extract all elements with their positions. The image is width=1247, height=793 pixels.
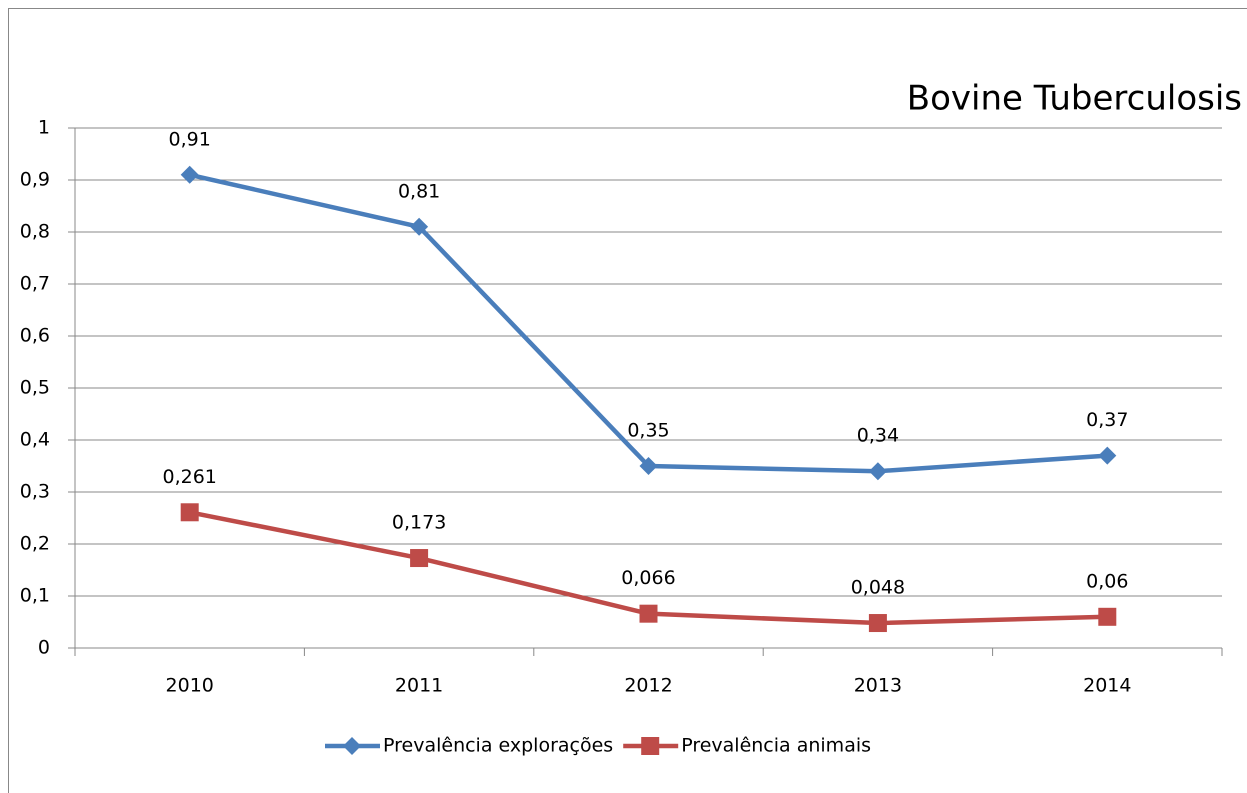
- legend-label: Prevalência animais: [681, 735, 871, 757]
- data-point: [410, 217, 429, 236]
- data-label: 0,048: [851, 577, 905, 599]
- x-tick-label: 2012: [624, 675, 672, 697]
- y-tick-label: 0,2: [20, 533, 50, 555]
- data-point: [410, 549, 429, 568]
- data-point: [868, 614, 887, 633]
- chart-title: Bovine Tuberculosis: [907, 79, 1242, 119]
- x-tick-label: 2013: [854, 675, 902, 697]
- data-label: 0,34: [857, 425, 899, 447]
- data-point: [868, 462, 887, 481]
- legend-marker: [343, 737, 361, 755]
- y-tick-label: 0,5: [20, 377, 50, 399]
- x-tick-label: 2014: [1083, 675, 1131, 697]
- data-label: 0,37: [1086, 409, 1128, 431]
- y-tick-label: 0,6: [20, 325, 50, 347]
- y-tick-label: 0,8: [20, 221, 50, 243]
- data-label: 0,91: [169, 128, 211, 150]
- data-point: [639, 604, 658, 623]
- data-label: 0,06: [1086, 570, 1128, 592]
- y-tick-label: 0,9: [20, 169, 50, 191]
- y-tick-label: 0,4: [20, 429, 50, 451]
- data-point: [180, 165, 199, 184]
- legend-marker: [641, 737, 660, 755]
- y-tick-label: 0,1: [20, 585, 50, 607]
- data-label: 0,35: [627, 420, 669, 442]
- data-point: [180, 503, 199, 522]
- data-label: 0,261: [162, 466, 216, 488]
- legend-label: Prevalência explorações: [383, 735, 613, 757]
- data-label: 0,81: [398, 180, 440, 202]
- data-label: 0,173: [392, 512, 446, 534]
- y-tick-label: 0,7: [20, 273, 50, 295]
- y-tick-label: 0: [38, 637, 50, 659]
- y-tick-label: 1: [38, 117, 50, 139]
- data-point: [639, 457, 658, 475]
- chart-border: [8, 8, 1247, 793]
- y-tick-label: 0,3: [20, 481, 50, 503]
- data-point: [1098, 607, 1117, 626]
- x-tick-label: 2011: [395, 675, 443, 697]
- data-label: 0,066: [621, 567, 675, 589]
- x-tick-label: 2010: [166, 675, 214, 697]
- data-point: [1098, 446, 1117, 465]
